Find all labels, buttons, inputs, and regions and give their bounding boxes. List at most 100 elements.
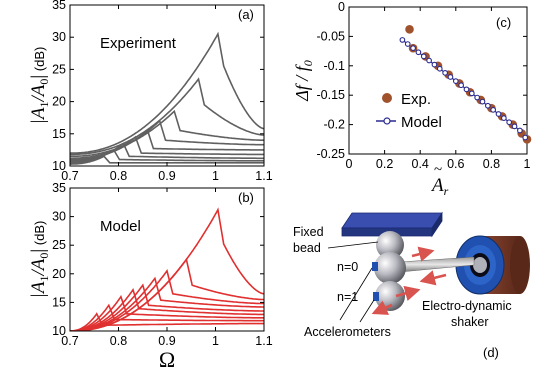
model-point [399,37,406,43]
model-point [447,74,454,80]
y-axis-label-part-6: (dB) [32,47,47,75]
x-axis-label-tilde: ~ [434,162,442,178]
accelerometer-n0 [372,262,378,271]
model-point [415,49,422,56]
y-axis-label-sub: 0 [301,60,315,66]
panel-annotation: Model [100,218,141,235]
model-point [420,53,427,60]
y-axis-label-part-5: | [28,249,49,253]
response-curve-8 [70,77,264,156]
y-tick-label: -0.05 [317,29,346,43]
panel-label: (c) [496,15,511,30]
legend-exp-marker [382,93,392,103]
fixed-bead-leader [327,241,379,249]
electro-dynamic-shaker [455,235,530,295]
y-tick-label: -0.2 [323,118,345,132]
y-tick-label: 10 [52,159,66,173]
y-tick-label: 30 [52,210,66,224]
n1-label: n=1 [337,290,358,304]
y-tick-label: 10 [52,324,66,338]
panel-d-experimental-setup-diagram: Fixed bead n=0 n=1 Accelerometers Electr… [293,211,530,360]
y-tick-label: -0.15 [317,88,346,102]
y-tick-label: 30 [52,30,66,44]
legend-exp-label: Exp. [401,91,431,108]
x-tick-label: 0.8 [110,169,127,183]
y-tick-label: 35 [52,0,66,12]
y-axis-label-part-2: 1 [37,276,51,282]
model-point [442,70,448,76]
x-tick-label: 0 [346,157,353,171]
model-point [410,45,416,52]
y-axis-label-part-2: 1 [37,102,51,108]
shaker-label-line2: shaker [451,315,489,329]
y-tick-label: 25 [52,62,66,76]
model-point [463,86,470,93]
x-tick-label: 1.1 [255,169,272,183]
fixed-bead [376,231,404,259]
model-point [458,82,464,89]
x-tick-label: 0.8 [110,334,127,348]
x-axis-label: Ar [430,175,449,198]
x-tick-label: 1 [212,169,219,183]
response-curves [70,31,264,165]
x-tick-label: 1 [524,157,531,171]
model-point [501,115,507,121]
y-axis-label-part-6: (dB) [32,221,47,249]
model-point [511,123,518,130]
axes-frame [69,187,265,332]
panel-label: (a) [238,7,254,22]
x-axis-label: Ω [159,347,175,372]
response-curve-6 [70,119,264,160]
model-point [452,78,459,84]
x-axis-label-main: A [430,175,444,196]
y-axis-label: Δf / f0 [292,60,315,102]
vibration-arrows [371,246,447,315]
bead-n0 [374,252,406,284]
accelerometer-leader-1 [339,267,373,321]
accelerometer-leader-2 [359,299,375,323]
x-tick-label: 1.1 [255,334,272,348]
y-tick-label: 0 [338,0,345,14]
model-point [431,61,438,68]
x-axis-label-sub: r [444,184,449,198]
response-curve-7 [70,109,264,158]
x-tick-label: 0.9 [158,334,175,348]
model-point [436,65,443,72]
x-tick-label: 0.8 [483,157,500,171]
y-tick-label: 15 [52,127,66,141]
panel-c-frequency-shift-plot: 0 0.2 0.4 0.6 0.8 1 0 -0.05 -0.1 -0.15 -0.2 -0.25 Ex… [292,0,532,198]
response-curve-9 [70,207,264,331]
panel-d-label: (d) [483,345,499,360]
panel-label: (b) [238,190,254,205]
model-point [468,90,475,97]
y-axis-label-part-4: 0 [37,253,51,259]
y-tick-label: 35 [52,181,66,195]
response-curves [70,207,264,331]
y-tick-label: -0.1 [323,59,345,73]
model-point [426,57,432,64]
model-point [506,119,513,126]
model-point [474,94,481,101]
shaker-label-line1: Electro-dynamic [422,299,512,313]
x-tick-label: 0.9 [158,169,175,183]
y-tick-label: -0.25 [317,147,346,161]
fixed-bead-label-line1: Fixed [293,225,324,239]
panel-annotation: Experiment [100,35,177,52]
model-point [484,102,491,109]
y-axis-label: |A1/A0| (dB) [28,221,51,299]
x-tick-label: 1 [212,334,219,348]
model-point [517,127,523,134]
x-tick-label: 0.7 [61,334,78,348]
axes-frame [348,6,528,155]
y-axis-label-part-1: |A [28,107,49,124]
y-axis-label-part-5: | [28,75,49,79]
model-point [495,111,502,117]
y-tick-label: 20 [52,267,66,281]
model-point [479,98,486,105]
fixed-bead-label-line2: bead [293,241,321,255]
y-axis-label-part-1: |A [28,281,49,298]
fixed-block [341,211,443,238]
